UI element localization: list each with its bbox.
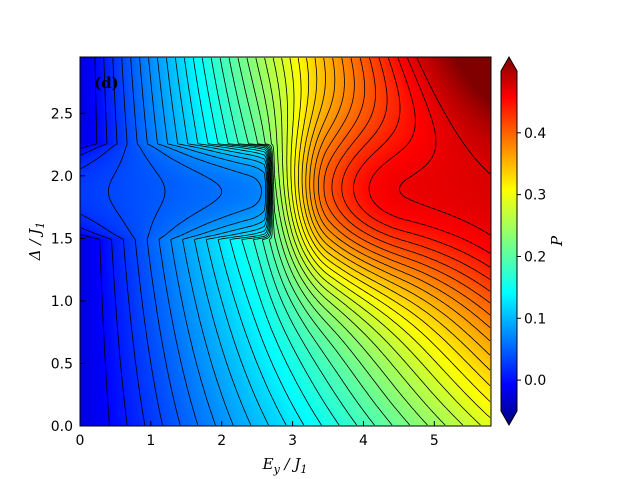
contour-line — [201, 57, 322, 426]
contour-line — [281, 57, 481, 426]
contour-line — [210, 57, 340, 426]
contour-line — [294, 57, 491, 402]
x-tick-label: 2 — [217, 433, 226, 449]
contour-line — [399, 57, 491, 236]
x-axis-ticks: 0 1 2 3 4 5 — [76, 421, 439, 449]
contour-line — [192, 57, 305, 426]
contour-line — [255, 57, 428, 426]
contour-line — [309, 57, 491, 342]
contour-line — [246, 57, 410, 426]
contour-line — [80, 57, 146, 426]
colorbar-tick-label: 0.3 — [524, 188, 546, 204]
contour-line — [289, 57, 491, 418]
x-tick-label: 4 — [359, 433, 368, 449]
colorbar-tick-label: 0.2 — [524, 249, 546, 265]
y-tick-label: 1.0 — [51, 294, 73, 310]
contour-line — [301, 57, 491, 371]
contour-line — [80, 58, 128, 426]
y-axis-label: Δ / J1 — [26, 222, 47, 261]
x-tick-label: 3 — [288, 433, 297, 449]
contour-line — [305, 57, 491, 356]
contour-line — [183, 57, 287, 426]
contour-line — [318, 57, 491, 316]
contour-line — [331, 57, 491, 292]
contour-line — [323, 58, 491, 304]
colorbar-ticks: 0.0 0.1 0.2 0.3 0.4 — [517, 126, 546, 389]
heatmap-plot: 0 1 2 3 4 5 0.0 0.5 1.0 1.5 2.0 2.5 (d) Ey / J1 Δ … — [26, 56, 492, 476]
contour-line — [272, 57, 464, 426]
y-tick-label: 2.5 — [51, 106, 73, 122]
contour-line — [219, 57, 358, 426]
contour-line — [264, 57, 446, 426]
contour-line — [298, 57, 491, 386]
colorbar-body — [500, 55, 518, 427]
colorbar: 0.0 0.1 0.2 0.3 0.4 P — [500, 55, 566, 427]
contour-line — [416, 57, 491, 175]
contour-line — [237, 57, 393, 426]
contour-line — [130, 57, 181, 426]
y-axis-ticks: 0.0 0.5 1.0 1.5 2.0 2.5 — [51, 106, 85, 435]
contour-lines — [80, 57, 491, 426]
contour-line — [341, 57, 491, 280]
contour-line — [353, 57, 491, 268]
contour-line — [148, 57, 262, 426]
contour-line — [80, 58, 110, 426]
x-axis-label: Ey / J1 — [262, 455, 308, 476]
y-tick-label: 0.0 — [51, 419, 73, 435]
contour-line — [157, 57, 267, 426]
contour-line — [313, 57, 491, 328]
colorbar-label: P — [548, 235, 566, 247]
contour-line — [228, 57, 375, 426]
contour-line — [139, 57, 223, 426]
colorbar-tick-label: 0.0 — [524, 373, 546, 389]
y-tick-label: 0.5 — [51, 356, 73, 372]
x-tick-label: 1 — [146, 433, 155, 449]
plot-frame — [79, 56, 492, 427]
contour-line — [107, 57, 163, 426]
panel-label: (d) — [94, 74, 119, 92]
x-tick-label: 5 — [430, 433, 439, 449]
colorbar-tick-label: 0.1 — [524, 311, 546, 327]
contour-line — [175, 57, 269, 426]
y-tick-label: 2.0 — [51, 169, 73, 185]
x-tick-label: 0 — [76, 433, 85, 449]
colorbar-tick-label: 0.4 — [524, 126, 546, 142]
contour-line — [166, 57, 268, 426]
contour-line — [368, 57, 491, 254]
y-tick-label: 1.5 — [51, 231, 73, 247]
